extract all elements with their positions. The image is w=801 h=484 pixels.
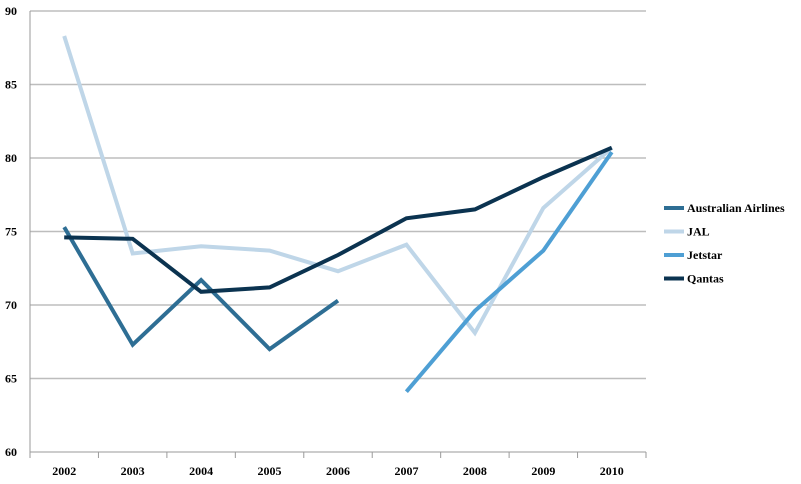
- axes: 60 65 70 75 80 85 90 2002 2003 2004 2005 2006 2007 20…: [5, 4, 647, 478]
- x-tick-label-2010: 2010: [600, 464, 624, 478]
- series-qantas: [64, 145, 613, 294]
- series-line-qantas: [64, 145, 613, 294]
- y-tick-label-85: 85: [5, 78, 17, 92]
- series-line-australian-airlines: [62, 226, 340, 352]
- y-tick-label-65: 65: [5, 372, 17, 386]
- legend-item-australian-airlines: Australian Airlines: [664, 201, 785, 215]
- x-tick-label-2003: 2003: [121, 464, 145, 478]
- gridlines: [30, 10, 646, 380]
- legend-item-qantas: Qantas: [664, 272, 724, 286]
- x-tick-label-2006: 2006: [326, 464, 350, 478]
- y-tick-label-80: 80: [5, 151, 17, 165]
- series-australian-airlines: [62, 226, 340, 352]
- legend-label-jal: JAL: [687, 225, 710, 239]
- series-lines: [62, 35, 614, 393]
- y-tick-label-90: 90: [5, 4, 17, 18]
- legend-label-australian-airlines: Australian Airlines: [687, 201, 785, 215]
- x-tick-label-2009: 2009: [531, 464, 555, 478]
- y-tick-label-70: 70: [5, 298, 17, 312]
- legend-item-jal: JAL: [664, 225, 710, 239]
- y-tick-label-75: 75: [5, 225, 17, 239]
- legend-label-jetstar: Jetstar: [687, 248, 723, 262]
- x-tick-label-2002: 2002: [52, 464, 76, 478]
- x-tick-label-2007: 2007: [394, 464, 418, 478]
- legend-label-qantas: Qantas: [687, 272, 724, 286]
- legend-item-jetstar: Jetstar: [664, 248, 723, 262]
- y-tick-label-60: 60: [5, 445, 17, 459]
- x-tick-label-2008: 2008: [463, 464, 487, 478]
- x-tick-label-2004: 2004: [189, 464, 213, 478]
- series-jal: [62, 35, 614, 337]
- series-line-jetstar: [404, 150, 614, 393]
- series-jetstar: [404, 150, 614, 393]
- legend: Australian Airlines JAL Jetstar Qantas: [664, 201, 785, 286]
- series-line-jal: [62, 35, 614, 337]
- x-tick-label-2005: 2005: [258, 464, 282, 478]
